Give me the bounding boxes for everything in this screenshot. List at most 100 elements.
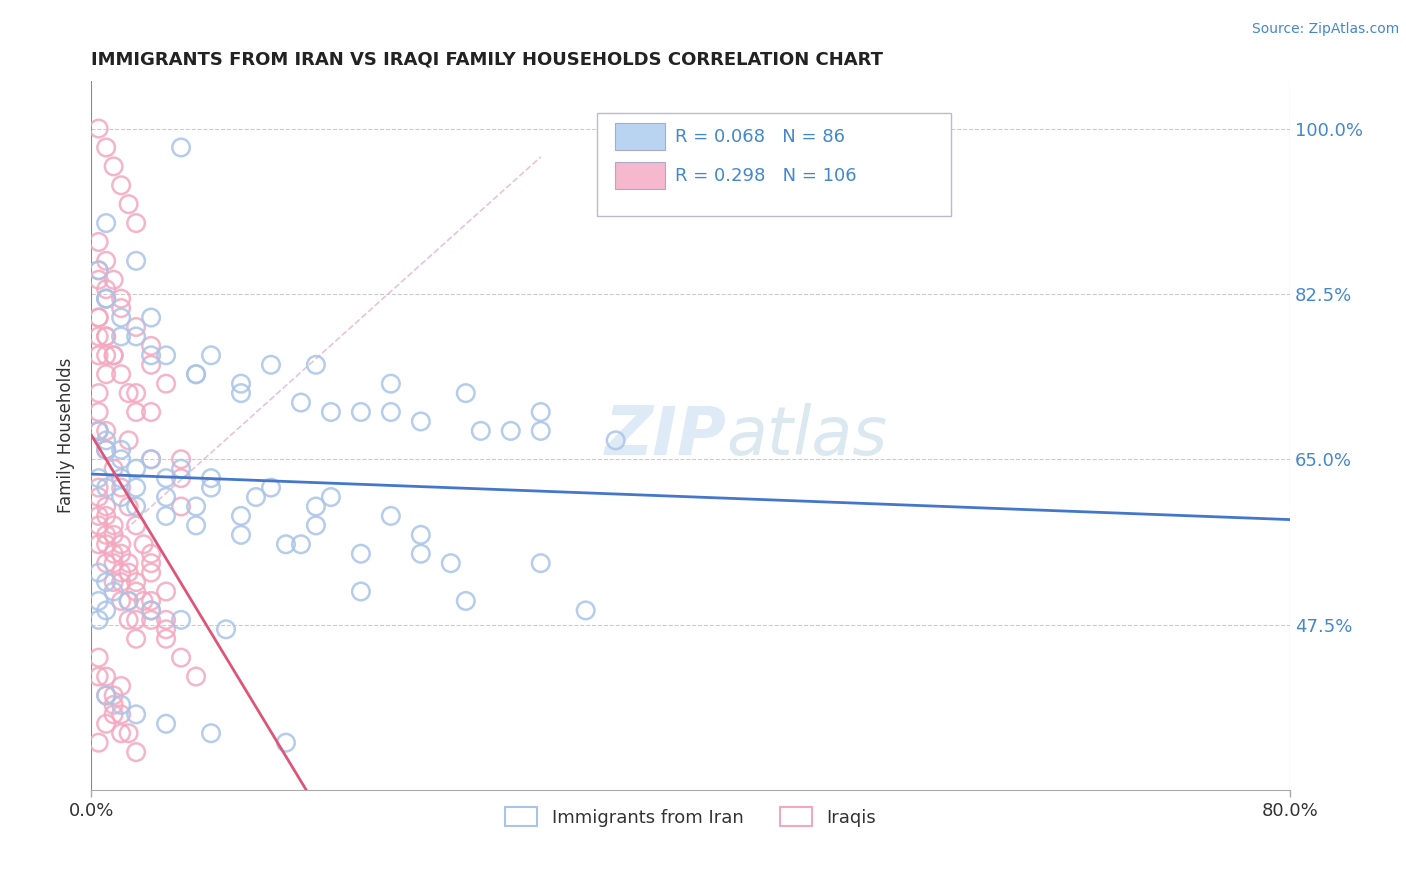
Point [155, 508, 177, 523]
Point [103, 348, 125, 362]
Point [87, 424, 110, 438]
Point [87, 594, 110, 608]
Point [87, 310, 110, 325]
Point [125, 584, 148, 599]
Point [125, 575, 148, 590]
Point [305, 500, 328, 514]
Point [440, 556, 463, 570]
Point [110, 452, 132, 467]
Point [575, 603, 598, 617]
Point [110, 594, 132, 608]
Point [87, 490, 110, 504]
Point [139, 556, 162, 570]
Point [184, 518, 207, 533]
Point [200, 481, 222, 495]
Point [87, 424, 110, 438]
Point [125, 253, 148, 268]
Point [103, 556, 125, 570]
Point [170, 613, 193, 627]
Point [94, 348, 117, 362]
Point [87, 669, 110, 683]
Point [87, 386, 110, 401]
Point [103, 547, 125, 561]
Point [229, 376, 252, 391]
Point [94, 508, 117, 523]
Point [139, 358, 162, 372]
Point [260, 358, 283, 372]
Point [380, 508, 402, 523]
Point [87, 273, 110, 287]
Point [155, 471, 177, 485]
Point [110, 537, 132, 551]
Point [170, 471, 193, 485]
Point [94, 368, 117, 382]
Point [139, 603, 162, 617]
Point [103, 160, 125, 174]
Point [94, 481, 117, 495]
Point [94, 216, 117, 230]
Point [274, 537, 297, 551]
Point [117, 594, 139, 608]
Point [470, 424, 492, 438]
Point [94, 434, 117, 448]
Point [87, 613, 110, 627]
Bar [614, 162, 665, 189]
Point [94, 292, 117, 306]
Point [94, 537, 117, 551]
Point [94, 292, 117, 306]
Point [139, 452, 162, 467]
Point [94, 575, 117, 590]
Point [200, 471, 222, 485]
Point [200, 348, 222, 362]
Point [170, 452, 193, 467]
Point [139, 594, 162, 608]
Point [103, 348, 125, 362]
Point [132, 594, 155, 608]
Point [94, 282, 117, 296]
Point [94, 669, 117, 683]
Point [155, 716, 177, 731]
Point [110, 679, 132, 693]
Text: R = 0.298   N = 106: R = 0.298 N = 106 [675, 167, 856, 185]
Point [117, 556, 139, 570]
Point [94, 140, 117, 154]
Point [350, 405, 373, 419]
Y-axis label: Family Households: Family Households [58, 358, 75, 513]
Point [110, 707, 132, 722]
Point [117, 500, 139, 514]
Point [110, 471, 132, 485]
Point [110, 292, 132, 306]
Point [94, 716, 117, 731]
Point [350, 584, 373, 599]
Point [94, 253, 117, 268]
Point [110, 566, 132, 580]
Point [184, 368, 207, 382]
Point [454, 594, 477, 608]
Point [125, 613, 148, 627]
Point [184, 368, 207, 382]
Point [409, 528, 432, 542]
Point [125, 405, 148, 419]
Point [125, 481, 148, 495]
Point [125, 745, 148, 759]
Point [125, 320, 148, 334]
Point [94, 689, 117, 703]
Point [229, 528, 252, 542]
Point [94, 329, 117, 343]
Point [155, 632, 177, 646]
Point [87, 566, 110, 580]
Text: Source: ZipAtlas.com: Source: ZipAtlas.com [1251, 22, 1399, 37]
Point [87, 310, 110, 325]
Point [125, 707, 148, 722]
Point [274, 736, 297, 750]
Point [139, 613, 162, 627]
Point [94, 500, 117, 514]
Point [94, 603, 117, 617]
Point [103, 528, 125, 542]
Point [170, 140, 193, 154]
Point [155, 490, 177, 504]
Point [139, 310, 162, 325]
Bar [614, 123, 665, 150]
Point [87, 121, 110, 136]
Point [409, 547, 432, 561]
